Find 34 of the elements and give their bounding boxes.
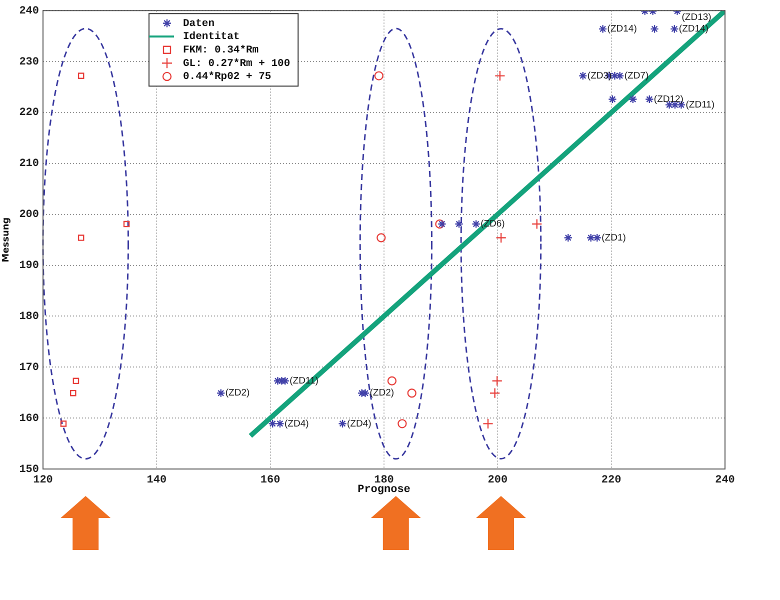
y-tick-label: 240 [19, 5, 39, 18]
y-tick-label: 160 [19, 412, 39, 425]
legend-label: FKM: 0.34*Rm [183, 44, 259, 56]
data-label: (ZD7) [624, 70, 649, 82]
y-tick-label: 220 [19, 107, 39, 120]
x-tick-label: 180 [374, 474, 394, 486]
y-tick-label: 180 [19, 310, 39, 323]
x-tick-label: 220 [601, 474, 622, 486]
x-tick-label: 160 [260, 474, 280, 486]
data-label: (ZD11) [686, 99, 715, 110]
y-axis-title: Messung [2, 217, 12, 262]
y-tick-label: 200 [19, 209, 39, 222]
y-tick-label: 150 [19, 464, 39, 476]
x-tick-label: 240 [715, 474, 735, 486]
x-tick-label: 120 [33, 474, 53, 486]
legend-label: 0.44*Rp02 + 75 [183, 71, 272, 84]
legend-label: Daten [183, 18, 215, 30]
data-label: (ZD13) [682, 12, 712, 24]
x-tick-label: 200 [488, 474, 508, 486]
y-tick-label: 190 [19, 260, 39, 272]
legend-label: Identitat [183, 31, 240, 44]
data-label: (ZD2) [370, 388, 394, 399]
y-tick-label: 170 [19, 362, 39, 374]
y-tick-label: 210 [19, 158, 39, 170]
data-label: (ZD4) [347, 418, 372, 430]
data-label: (ZD12) [654, 94, 684, 105]
data-label: (ZD1) [602, 232, 626, 244]
x-axis-title: Prognose [358, 484, 411, 496]
legend-label: GL: 0.27*Rm + 100 [183, 58, 290, 70]
y-tick-label: 230 [19, 56, 39, 68]
data-label: (ZD2) [225, 388, 250, 399]
data-label: (ZD4) [284, 418, 309, 430]
data-label: (ZD14) [607, 24, 637, 35]
x-tick-label: 140 [146, 474, 167, 486]
